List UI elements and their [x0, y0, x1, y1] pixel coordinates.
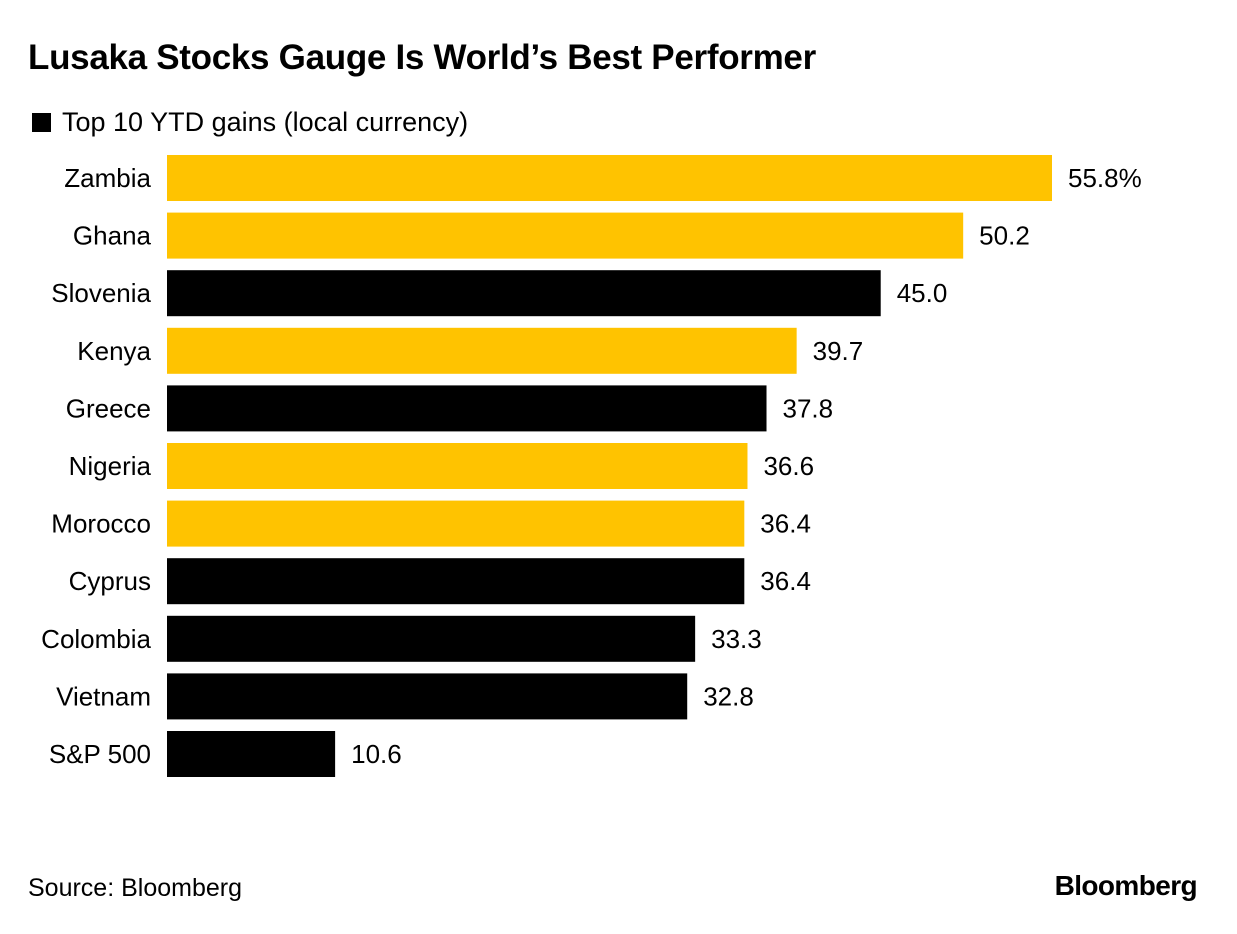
bar-cyprus: [167, 558, 745, 605]
bar-greece: [167, 385, 767, 432]
category-label: S&P 500: [49, 739, 151, 769]
value-label: 32.8: [703, 681, 754, 711]
bar-vietnam: [167, 673, 688, 720]
value-label: 36.4: [760, 509, 811, 539]
value-label: 45.0: [897, 278, 948, 308]
category-label: Colombia: [41, 624, 151, 654]
chart-title: Lusaka Stocks Gauge Is World’s Best Perf…: [28, 38, 816, 77]
bar-ghana: [167, 212, 964, 259]
bar-kenya: [167, 327, 797, 374]
bar-s-p-500: [167, 731, 336, 777]
category-label: Greece: [66, 393, 151, 423]
value-label: 55.8%: [1068, 163, 1142, 193]
category-label: Zambia: [64, 163, 151, 193]
category-label: Ghana: [73, 221, 152, 251]
legend-label: Top 10 YTD gains (local currency): [62, 106, 469, 137]
value-label: 50.2: [979, 221, 1030, 251]
value-label: 10.6: [351, 739, 402, 769]
bar-nigeria: [167, 443, 748, 489]
legend: Top 10 YTD gains (local currency): [32, 104, 468, 140]
bar-zambia: [167, 155, 1052, 201]
value-label: 33.3: [711, 624, 762, 654]
value-label: 37.8: [783, 393, 834, 423]
category-label: Nigeria: [69, 451, 152, 481]
bar-morocco: [167, 500, 745, 547]
category-label: Cyprus: [69, 566, 151, 596]
value-label: 36.6: [763, 451, 814, 481]
category-label: Slovenia: [51, 278, 151, 308]
category-label: Kenya: [77, 336, 151, 366]
source-note: Source: Bloomberg: [28, 874, 243, 902]
value-label: 39.7: [813, 336, 864, 366]
bar-colombia: [167, 615, 696, 662]
bloomberg-logo: Bloomberg: [1054, 870, 1198, 901]
category-label: Morocco: [51, 509, 151, 539]
category-label: Vietnam: [56, 681, 151, 711]
value-label: 36.4: [760, 566, 811, 596]
bar-slovenia: [167, 270, 881, 317]
legend-swatch: [32, 112, 51, 132]
